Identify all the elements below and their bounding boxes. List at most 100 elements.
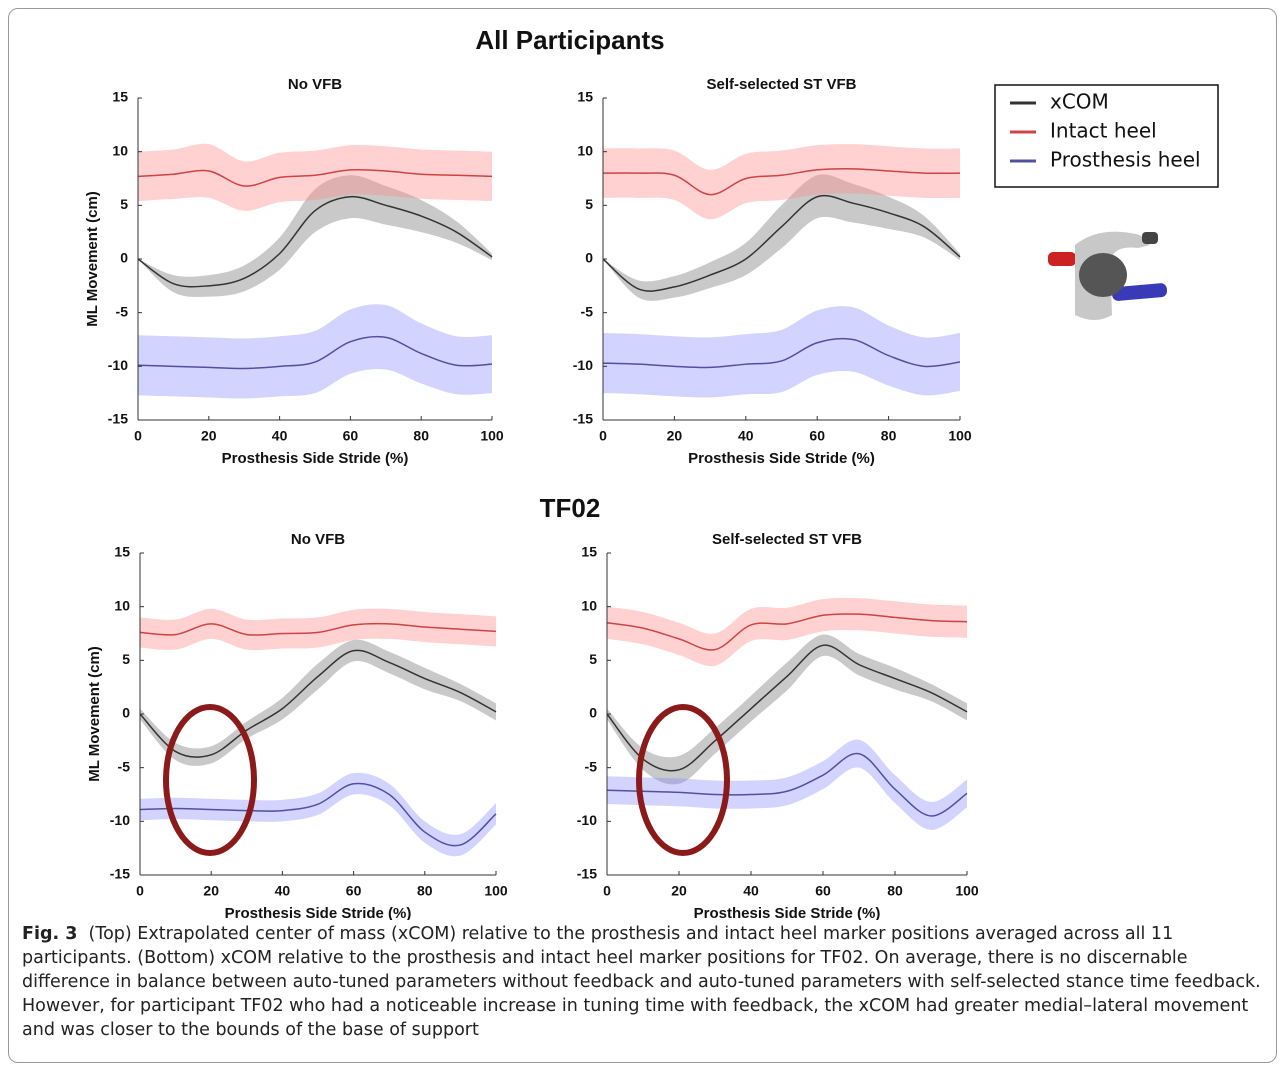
x-axis-label: Prosthesis Side Stride (%) — [694, 905, 881, 920]
line — [606, 644, 968, 772]
band — [603, 306, 960, 398]
band — [138, 143, 492, 211]
caption: Fig. 3 (Top) Extrapolated center of mass… — [22, 922, 1267, 1042]
x-tick-label: 100 — [955, 883, 979, 899]
line — [606, 613, 968, 651]
band — [138, 175, 492, 297]
band — [138, 304, 492, 399]
x-tick-label: 0 — [603, 883, 611, 899]
x-tick-label: 0 — [134, 428, 142, 444]
x-tick-label: 60 — [809, 428, 825, 444]
y-tick-label: -10 — [577, 812, 597, 828]
y-tick-label: -5 — [581, 303, 594, 319]
x-tick-label: 80 — [887, 883, 903, 899]
y-tick-label: 15 — [581, 544, 597, 560]
x-tick-label: 40 — [272, 428, 288, 444]
band — [607, 634, 967, 785]
legend-label: Prosthesis heel — [1050, 148, 1201, 172]
y-tick-label: 0 — [585, 250, 593, 266]
y-tick-label: -15 — [108, 411, 128, 427]
y-tick-label: 0 — [120, 250, 128, 266]
y-tick-label: 10 — [114, 597, 130, 613]
y-tick-label: -10 — [110, 812, 130, 828]
body-icon — [1048, 231, 1168, 320]
y-tick-label: -5 — [585, 758, 598, 774]
line — [139, 649, 497, 758]
panel-title: All Participants — [475, 25, 664, 55]
chart-title: Self-selected ST VFB — [712, 531, 862, 548]
line — [137, 335, 493, 370]
chart-title: No VFB — [291, 531, 345, 548]
x-tick-label: 80 — [881, 428, 897, 444]
figure: All Participants TF02 0 20 40 60 80 100-15-10… — [84, 25, 1219, 920]
x-tick-label: 0 — [599, 428, 607, 444]
y-tick-label: -5 — [116, 303, 129, 319]
x-tick-label: 60 — [343, 428, 359, 444]
x-tick-label: 100 — [484, 883, 508, 899]
line — [606, 752, 968, 817]
x-tick-label: 80 — [417, 883, 433, 899]
x-tick-label: 40 — [275, 883, 291, 899]
y-tick-label: -5 — [118, 758, 131, 774]
band — [603, 144, 960, 220]
line — [137, 195, 493, 288]
x-tick-label: 0 — [136, 883, 144, 899]
x-tick-label: 40 — [743, 883, 759, 899]
line — [602, 337, 961, 369]
y-tick-label: 15 — [112, 89, 128, 105]
caption-label: Fig. 3 — [22, 924, 78, 944]
y-tick-label: 10 — [112, 142, 128, 158]
x-axis-label: Prosthesis Side Stride (%) — [688, 450, 875, 467]
y-tick-label: 5 — [585, 196, 593, 212]
legend-label: Intact heel — [1050, 119, 1157, 143]
y-tick-label: 5 — [589, 651, 597, 667]
y-tick-label: -10 — [108, 357, 128, 373]
y-tick-label: 10 — [581, 597, 597, 613]
line — [139, 782, 497, 847]
x-tick-label: 20 — [671, 883, 687, 899]
y-tick-label: -15 — [110, 866, 130, 882]
line — [137, 168, 493, 187]
x-tick-label: 100 — [948, 428, 972, 444]
panel-title: TF02 — [540, 493, 601, 523]
y-tick-label: 5 — [122, 651, 130, 667]
y-tick-label: -10 — [573, 357, 593, 373]
band — [140, 639, 496, 766]
line — [602, 194, 961, 292]
x-tick-label: 20 — [201, 428, 217, 444]
highlight-ellipse — [163, 704, 257, 856]
x-axis-label: Prosthesis Side Stride (%) — [225, 905, 412, 920]
band — [140, 772, 496, 857]
y-tick-label: 15 — [577, 89, 593, 105]
y-tick-label: 15 — [114, 544, 130, 560]
x-tick-label: 40 — [738, 428, 754, 444]
highlight-ellipse — [636, 704, 730, 856]
x-tick-label: 100 — [480, 428, 504, 444]
y-tick-label: 10 — [577, 142, 593, 158]
caption-text: (Top) Extrapolated center of mass (xCOM)… — [22, 924, 1261, 1040]
y-tick-label: -15 — [573, 411, 593, 427]
line — [602, 168, 961, 196]
y-tick-label: 0 — [122, 705, 130, 721]
chart-title: Self-selected ST VFB — [706, 76, 856, 93]
x-tick-label: 60 — [815, 883, 831, 899]
y-tick-label: 0 — [589, 705, 597, 721]
legend-label: xCOM — [1050, 90, 1109, 114]
y-axis-label: ML Movement (cm) — [84, 191, 101, 327]
x-axis-label: Prosthesis Side Stride (%) — [222, 450, 409, 467]
x-tick-label: 20 — [203, 883, 219, 899]
band — [607, 739, 967, 830]
figure-frame — [8, 8, 1277, 1063]
line — [139, 622, 497, 636]
y-tick-label: -15 — [577, 866, 597, 882]
band — [603, 174, 960, 301]
x-tick-label: 60 — [346, 883, 362, 899]
x-tick-label: 80 — [413, 428, 429, 444]
y-tick-label: 5 — [120, 196, 128, 212]
band — [607, 597, 967, 667]
x-tick-label: 20 — [667, 428, 683, 444]
y-axis-label: ML Movement (cm) — [86, 646, 103, 782]
band — [140, 608, 496, 651]
chart-title: No VFB — [288, 76, 342, 93]
